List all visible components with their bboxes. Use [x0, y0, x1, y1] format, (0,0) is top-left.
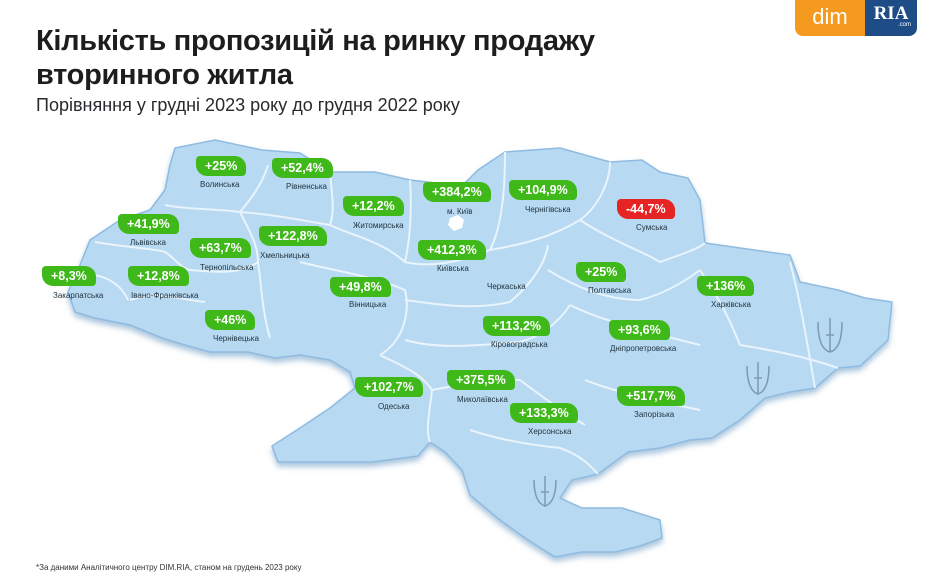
ukraine-outline	[67, 139, 893, 558]
border-ivano-frankivska	[129, 294, 206, 303]
label-mykolaivska: Миколаївська	[457, 395, 508, 404]
source-footnote: *За даними Аналітичного центру DIM.RIA, …	[36, 563, 302, 572]
badge-khersonska: +133,3%	[510, 403, 578, 423]
label-dnipropetrovska: Дніпропетровська	[610, 344, 677, 353]
badge-zhytomyrska: +12,2%	[343, 196, 404, 216]
label-chernivetska: Чернівецька	[213, 334, 259, 343]
label-poltavska: Полтавська	[588, 286, 632, 295]
label-kyivska: Київська	[437, 264, 469, 273]
trident-icon-donetsk	[746, 362, 770, 395]
label-kharkivska: Харківська	[711, 300, 751, 309]
badge-mykolaivska: +375,5%	[447, 370, 515, 390]
label-vinnytska: Вінницька	[349, 300, 387, 309]
badge-kyivska: +412,3%	[418, 240, 486, 260]
kyiv-city-shape	[448, 215, 464, 231]
border-odeska	[379, 354, 434, 443]
badge-kirovohradska: +113,2%	[483, 316, 551, 336]
badge-khmelnytska: +122,8%	[259, 226, 327, 246]
border-luhanska	[789, 261, 816, 389]
border-cherkaska	[404, 244, 549, 308]
label-zakarpatska: Закарпатська	[53, 291, 104, 300]
badge-kharkivska: +136%	[697, 276, 755, 296]
label-volynska: Волинська	[200, 180, 240, 189]
badge-chernivetska: +46%	[205, 310, 256, 330]
border-khersonska	[469, 429, 599, 475]
badge-chernihivska: +104,9%	[509, 180, 577, 200]
border-kirovohradska	[404, 304, 571, 347]
label-kyiv-city: м. Київ	[447, 207, 473, 216]
label-lvivska: Львівська	[130, 238, 166, 247]
border-khmelnytska	[257, 261, 271, 339]
label-ternopilska: Тернопільська	[200, 263, 254, 272]
border-sumska	[579, 219, 706, 264]
badge-ternopilska: +63,7%	[190, 238, 251, 258]
label-odeska: Одеська	[378, 402, 410, 411]
badge-zaporizka: +517,7%	[617, 386, 685, 406]
border-chernihivska	[489, 161, 611, 251]
badge-vinnytska: +49,8%	[330, 277, 391, 297]
label-zhytomyrska: Житомирська	[353, 221, 404, 230]
trident-icon-crimea	[533, 476, 557, 507]
ria-logo[interactable]: RIA .com	[865, 0, 917, 36]
badge-lvivska: +41,9%	[118, 214, 179, 234]
badge-odeska: +102,7%	[355, 377, 423, 397]
label-chernihivska: Чернігівська	[525, 205, 571, 214]
badge-dnipropetrovska: +93,6%	[609, 320, 670, 340]
label-ivano-frankivska: Івано-Франківська	[131, 291, 199, 300]
label-cherkaska: Черкаська	[487, 282, 526, 291]
badge-zakarpatska: +8,3%	[42, 266, 96, 286]
border-donetska	[739, 344, 839, 369]
border-vinnytska	[299, 261, 408, 356]
trident-icon-luhansk	[817, 318, 843, 353]
badge-volynska: +25%	[196, 156, 247, 176]
ria-logo-word: RIA	[873, 3, 909, 24]
dim-logo[interactable]: dim	[795, 0, 865, 36]
page-subtitle: Порівняння у грудні 2023 року до грудня …	[36, 95, 460, 115]
label-rivnenska: Рівненська	[286, 182, 327, 191]
border-poltavska	[547, 269, 701, 302]
badge-rivnenska: +52,4%	[272, 158, 333, 178]
page-title: Кількість пропозицій на ринку продажу вт…	[36, 25, 595, 91]
label-zaporizka: Запорізька	[634, 410, 675, 419]
badge-kyiv-city: +384,2%	[423, 182, 491, 202]
badge-sumska: -44,7%	[617, 199, 675, 219]
badge-ivano-frankivska: +12,8%	[128, 266, 189, 286]
label-khersonska: Херсонська	[528, 427, 572, 436]
badge-poltavska: +25%	[576, 262, 627, 282]
border-rivnenska	[239, 171, 334, 227]
label-khmelnytska: Хмельницька	[260, 251, 310, 260]
ria-logo-suffix: .com	[897, 22, 911, 28]
label-kirovohradska: Кіровоградська	[491, 340, 548, 349]
border-volynska	[164, 164, 269, 214]
label-sumska: Сумська	[636, 223, 668, 232]
